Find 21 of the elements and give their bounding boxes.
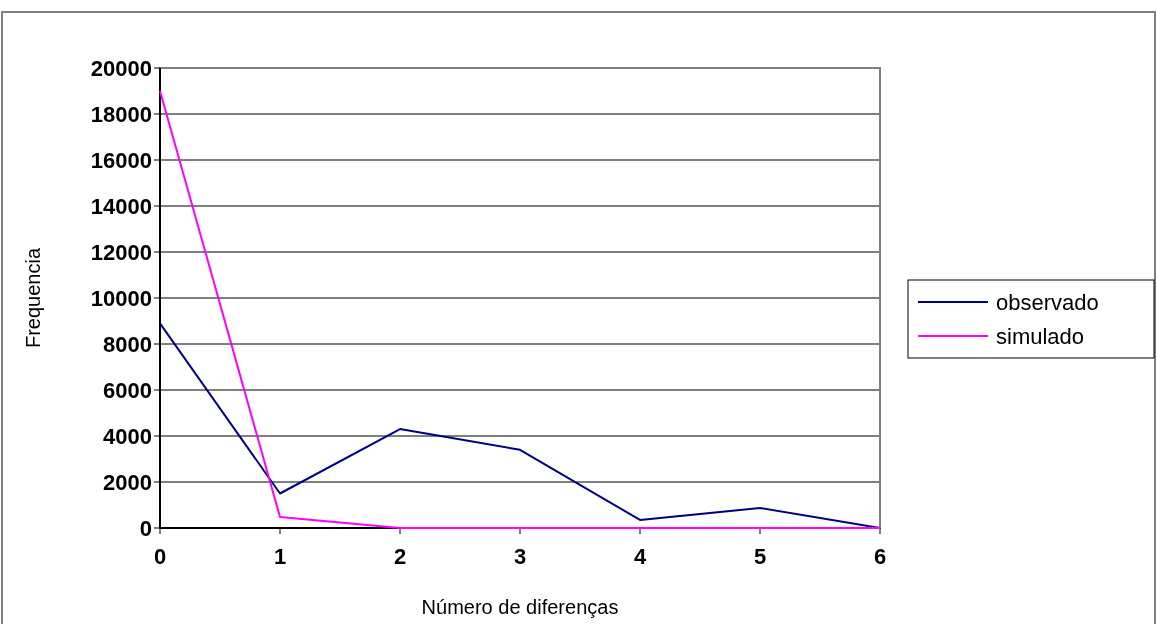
y-tick-label: 2000 — [103, 469, 152, 495]
y-tick-label: 4000 — [103, 423, 152, 449]
y-tick-label: 16000 — [90, 147, 152, 173]
y-tick-label: 12000 — [90, 239, 152, 265]
y-axis-title: Frequencia — [22, 247, 44, 349]
x-tick-label: 6 — [873, 544, 887, 569]
x-axis-title: Número de diferenças — [421, 596, 619, 618]
x-tick-label: 2 — [393, 544, 407, 569]
legend-label: observado — [996, 289, 1099, 315]
y-tick-label: 0 — [139, 515, 152, 541]
x-tick-label: 1 — [273, 544, 287, 569]
y-tick-label: 18000 — [90, 101, 152, 127]
legend-label: simulado — [996, 323, 1085, 349]
y-tick-label: 8000 — [103, 331, 152, 357]
y-tick-label: 6000 — [103, 377, 152, 403]
x-tick-label: 5 — [753, 544, 767, 569]
x-tick-label: 3 — [513, 544, 527, 569]
y-tick-label: 14000 — [90, 193, 152, 219]
y-tick-label: 10000 — [90, 285, 152, 311]
y-tick-label: 20000 — [90, 55, 152, 81]
x-tick-label: 4 — [633, 544, 647, 569]
